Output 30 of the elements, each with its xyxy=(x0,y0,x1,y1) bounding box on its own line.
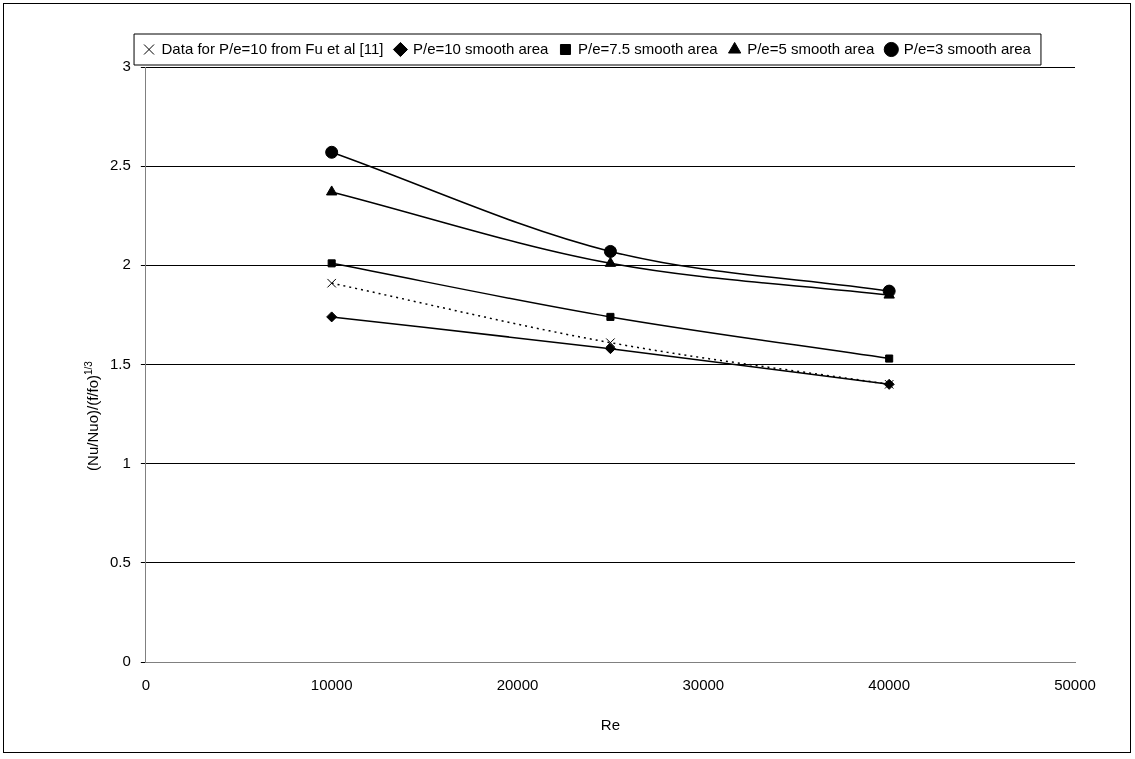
y-tick-label: 2.5 xyxy=(109,156,131,174)
point xyxy=(606,312,615,321)
x-tick-label: 50000 xyxy=(1054,676,1096,694)
point xyxy=(325,145,339,159)
point xyxy=(604,256,617,267)
x-tick-label: 0 xyxy=(141,676,151,694)
y-tick-label: 3 xyxy=(122,57,131,75)
point xyxy=(603,244,617,258)
point xyxy=(327,259,336,268)
x-tick-label: 10000 xyxy=(310,676,353,694)
y-tick-label: 0.5 xyxy=(109,552,131,570)
legend-label: P/e=3 smooth area xyxy=(903,39,1032,57)
point xyxy=(604,343,616,355)
y-tick-label: 1.5 xyxy=(109,354,131,372)
point xyxy=(326,278,337,288)
y-tick-label: 2 xyxy=(122,255,131,273)
legend-label: Data for P/e=10 from Fu et al [11] xyxy=(161,39,384,57)
point xyxy=(605,337,616,348)
x-axis-title: Re xyxy=(600,716,621,734)
legend-label: P/e=10 smooth area xyxy=(412,39,550,57)
y-tick-label: 1 xyxy=(122,453,131,471)
y-tick-label: 0 xyxy=(122,652,131,670)
x-tick-label: 20000 xyxy=(496,676,539,694)
x-tick-label: 40000 xyxy=(868,676,911,694)
point xyxy=(325,185,338,196)
point xyxy=(885,354,894,363)
point xyxy=(326,311,338,323)
legend-label: P/e=5 smooth area xyxy=(747,39,875,57)
x-tick-label: 30000 xyxy=(682,676,725,694)
legend-label: P/e=7.5 smooth area xyxy=(577,39,719,57)
